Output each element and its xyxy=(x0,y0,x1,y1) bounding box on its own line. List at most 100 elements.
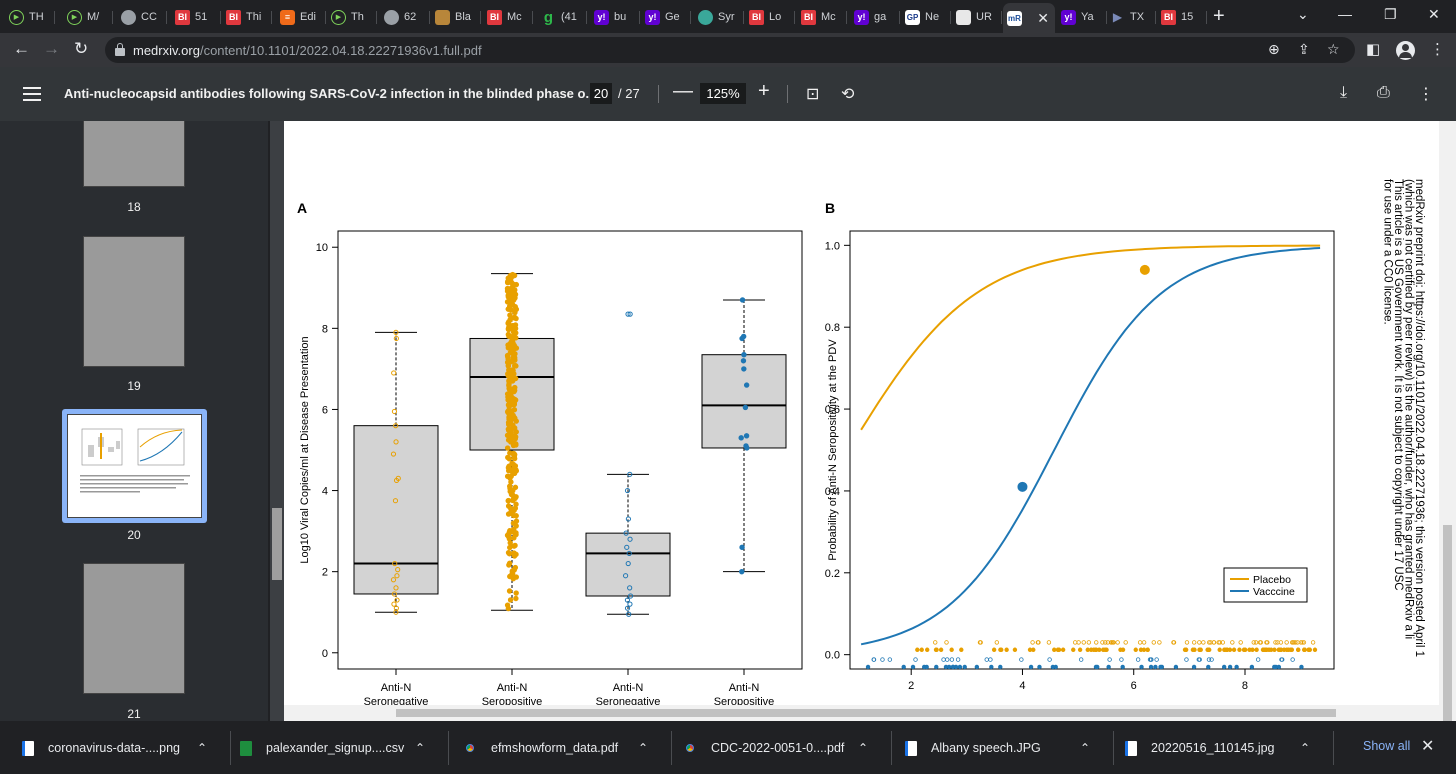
download-icon[interactable]: ⤓ xyxy=(1340,84,1348,101)
tab-22[interactable]: BI 15 xyxy=(1157,3,1207,31)
data-point xyxy=(740,358,747,364)
chrome-menu-icon[interactable]: ⋮ xyxy=(1430,41,1445,58)
chevron-up-icon[interactable]: ⌃ xyxy=(1080,741,1091,755)
zoom-level-input[interactable]: 125% xyxy=(700,83,746,104)
new-tab-button[interactable]: + xyxy=(1213,5,1225,27)
tab-20[interactable]: y! Ya xyxy=(1057,3,1107,31)
pdf-menu-icon[interactable] xyxy=(23,87,41,101)
sidebar-scrollbar[interactable] xyxy=(270,121,284,721)
data-point xyxy=(393,609,399,615)
chevron-up-icon[interactable]: ⌃ xyxy=(858,741,869,755)
minimize-icon[interactable]: — xyxy=(1338,6,1352,22)
zoom-icon[interactable]: ⊕ xyxy=(1268,41,1280,57)
rug-point xyxy=(998,664,1003,670)
show-all-button[interactable]: Show all xyxy=(1363,739,1411,753)
data-point xyxy=(627,585,633,591)
chevron-up-icon[interactable]: ⌃ xyxy=(415,741,426,755)
tab-3[interactable]: BI 51 xyxy=(171,3,221,31)
chevron-up-icon[interactable]: ⌃ xyxy=(638,741,649,755)
sidebar-scrollbar-thumb[interactable] xyxy=(272,508,282,580)
data-point xyxy=(741,351,747,358)
tab-7[interactable]: 62 xyxy=(380,3,430,31)
tab-separator xyxy=(1001,11,1002,24)
yahoo-icon: y! xyxy=(645,9,660,25)
tab-5[interactable]: ≡ Edi xyxy=(276,3,326,31)
tab-0[interactable]: ▶ TH xyxy=(5,3,55,31)
bookmark-star-icon[interactable]: ☆ xyxy=(1327,41,1340,57)
image-file-icon xyxy=(1125,740,1137,756)
tab-21[interactable]: ▶ TX xyxy=(1106,3,1156,31)
tab-12[interactable]: y! Ge xyxy=(641,3,691,31)
tab-19[interactable]: mR ✕ xyxy=(1003,3,1055,33)
close-tab-icon[interactable]: ✕ xyxy=(1037,9,1049,26)
vertical-scrollbar[interactable] xyxy=(1439,121,1456,721)
print-icon[interactable]: ⎙ xyxy=(1377,84,1390,101)
restore-icon[interactable]: ❐ xyxy=(1384,6,1397,22)
download-item[interactable]: palexander_signup....csv ⌃ xyxy=(240,735,440,761)
back-icon[interactable]: ← xyxy=(13,39,30,58)
data-point xyxy=(505,605,512,612)
profile-avatar[interactable] xyxy=(1396,41,1415,60)
tab-18[interactable]: UR xyxy=(952,3,1002,31)
download-item[interactable]: CDC-2022-0051-0....pdf ⌃ xyxy=(683,735,883,761)
tab-8[interactable]: Bla xyxy=(431,3,481,31)
rug-point xyxy=(1196,657,1202,662)
rug-point xyxy=(1119,657,1124,662)
tab-9[interactable]: BI Mc xyxy=(483,3,533,31)
vertical-scrollbar-thumb[interactable] xyxy=(1443,525,1452,721)
close-window-icon[interactable]: ✕ xyxy=(1428,6,1440,22)
page-thumbnail-18[interactable] xyxy=(83,121,185,187)
download-item[interactable]: Albany speech.JPG ⌃ xyxy=(905,735,1105,761)
download-item[interactable]: 20220516_110145.jpg ⌃ xyxy=(1125,735,1325,761)
fit-page-icon[interactable]: ⊡ xyxy=(806,86,820,103)
horizontal-scrollbar[interactable] xyxy=(284,705,1439,721)
tab-6[interactable]: ▶ Th xyxy=(327,3,377,31)
share-icon[interactable]: ⇪ xyxy=(1298,41,1310,57)
tab-search-icon[interactable]: ⌄ xyxy=(1297,6,1309,22)
tab-10[interactable]: g (41 xyxy=(537,3,587,31)
more-options-icon[interactable]: ⋮ xyxy=(1418,86,1434,103)
side-panel-icon[interactable]: ◧ xyxy=(1366,41,1381,58)
page-thumbnail-20[interactable] xyxy=(67,414,202,518)
close-download-bar-icon[interactable]: ✕ xyxy=(1421,738,1435,755)
reload-icon[interactable]: ↻ xyxy=(74,39,89,58)
download-item[interactable]: efmshowform_data.pdf ⌃ xyxy=(463,735,663,761)
tab-2[interactable]: CC xyxy=(117,3,167,31)
rug-point xyxy=(941,657,946,662)
page-thumbnail-21[interactable] xyxy=(83,563,185,694)
chevron-up-icon[interactable]: ⌃ xyxy=(1300,741,1311,755)
rotate-icon[interactable]: ⟲ xyxy=(841,86,855,103)
tab-16[interactable]: y! ga xyxy=(850,3,900,31)
chevron-up-icon[interactable]: ⌃ xyxy=(197,741,208,755)
tab-14[interactable]: BI Lo xyxy=(745,3,795,31)
tab-17[interactable]: GP Ne xyxy=(901,3,951,31)
rug-point xyxy=(1299,664,1304,670)
zoom-out-button[interactable]: — xyxy=(673,80,693,102)
tab-4[interactable]: BI Thi xyxy=(222,3,272,31)
address-bar[interactable]: medrxiv.org/content/10.1101/2022.04.18.2… xyxy=(105,37,1355,63)
data-point xyxy=(507,296,514,303)
thumbnail-preview xyxy=(80,428,190,493)
tab-13[interactable]: Syr xyxy=(694,3,744,31)
data-point xyxy=(626,550,632,557)
horizontal-scrollbar-thumb[interactable] xyxy=(396,709,1336,717)
url-text[interactable]: medrxiv.org/content/10.1101/2022.04.18.2… xyxy=(133,42,482,58)
tab-15[interactable]: BI Mc xyxy=(797,3,847,31)
page-number-input[interactable]: 20 xyxy=(590,83,612,104)
forward-icon[interactable]: → xyxy=(43,39,60,58)
data-point xyxy=(506,588,513,594)
download-item[interactable]: coronavirus-data-....png ⌃ xyxy=(22,735,222,761)
rug-point xyxy=(1209,657,1214,662)
panel-b-label: B xyxy=(825,200,835,216)
zoom-in-button[interactable]: + xyxy=(758,80,770,102)
tab-label: TX xyxy=(1130,11,1145,23)
rug-point xyxy=(1293,640,1298,645)
rug-point xyxy=(1141,640,1147,645)
page-thumbnail-19[interactable] xyxy=(83,236,185,367)
data-point xyxy=(510,492,516,498)
tab-11[interactable]: y! bu xyxy=(590,3,640,31)
lock-icon[interactable] xyxy=(115,43,125,56)
tab-1[interactable]: ▶ M/ xyxy=(63,3,113,31)
data-point xyxy=(504,432,511,439)
rug-point xyxy=(1206,664,1211,670)
